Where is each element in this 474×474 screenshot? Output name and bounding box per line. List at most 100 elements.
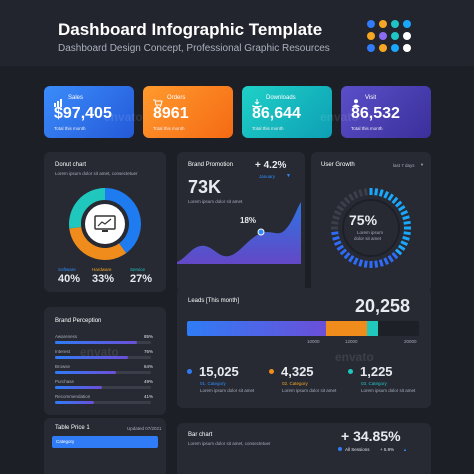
progress-tick <box>402 215 410 221</box>
progress-tick <box>331 220 339 225</box>
stat-label: Downloads <box>266 95 296 101</box>
brand-row-track <box>55 386 151 389</box>
brand-title: Brand Perception <box>55 318 102 324</box>
promotion-card: Brand Promotion + 4.2% January ▼ 73K Lor… <box>177 152 305 292</box>
progress-tick <box>378 259 384 267</box>
stat-card-orders[interactable]: Orders 8961 Total this month <box>143 86 233 138</box>
donut-percent-hardware: 33% <box>92 273 115 285</box>
donut-slice-service[interactable] <box>69 188 106 229</box>
progress-tick <box>336 205 345 212</box>
progress-tick <box>358 259 364 267</box>
donut-chart <box>69 188 141 260</box>
legend-dot <box>187 369 192 374</box>
leads-item-desc: Lorem ipsum dolor sit amet <box>282 388 337 393</box>
caret-down-icon: ▼ <box>420 162 424 167</box>
donut-percent-service: 27% <box>130 273 153 285</box>
stat-label: Visit <box>365 95 377 101</box>
donut-slice-software[interactable] <box>104 188 141 254</box>
brand-row-fill <box>55 356 128 359</box>
logo-dot <box>367 20 375 28</box>
stat-value: 8961 <box>153 105 189 122</box>
brand-row-fill <box>55 386 103 389</box>
area-marker <box>257 228 265 236</box>
progress-tick <box>363 260 368 268</box>
progress-tick <box>332 215 340 221</box>
watermark: envato <box>335 350 374 364</box>
logo-dot <box>391 20 399 28</box>
stat-card-sales[interactable]: Sales $97,405 Total this month <box>44 86 134 138</box>
progress-tick <box>353 190 359 199</box>
promotion-period: January <box>259 174 276 179</box>
leads-title: Leads [This month] <box>188 298 240 304</box>
stat-value: 86,532 <box>351 105 400 122</box>
logo-dot <box>367 32 375 40</box>
progress-tick <box>391 251 399 260</box>
table-header: Category <box>52 436 158 448</box>
leads-item-value: 4,325 <box>281 364 314 379</box>
logo-dot <box>379 44 387 52</box>
progress-tick <box>383 257 389 266</box>
brand-row-value: 49% <box>144 379 154 384</box>
leads-bar-segment <box>187 321 327 336</box>
promotion-value: 73K <box>188 177 222 197</box>
brand-row-value: 76% <box>144 349 154 354</box>
stat-card-downloads[interactable]: Downloads 86,644 Total this month <box>242 86 332 138</box>
brand-row-value: 41% <box>144 394 154 399</box>
logo-dot <box>391 32 399 40</box>
progress-tick <box>374 188 379 196</box>
stat-sub: Total this month <box>351 126 383 131</box>
progress-tick <box>378 189 384 197</box>
donut-slice-hardware[interactable] <box>69 226 127 260</box>
progress-tick <box>333 210 342 216</box>
leads-bar <box>187 321 419 336</box>
logo-dot <box>403 44 411 52</box>
donut-desc: Lorem ipsum dolor sit amet, consectetuer <box>55 171 138 176</box>
logo-dot <box>391 44 399 52</box>
progress-tick <box>403 220 411 225</box>
caret-down-icon: ▼ <box>286 173 291 179</box>
promotion-desc: Lorem ipsum dolor sit amet <box>188 199 243 204</box>
legend-dot <box>269 369 274 374</box>
progress-tick <box>358 189 364 197</box>
progress-tick <box>374 260 379 268</box>
progress-tick <box>348 254 355 263</box>
brand-row-track <box>55 401 151 404</box>
barchart-title: Bar chart <box>188 432 213 438</box>
progress-tick <box>397 244 406 251</box>
page-title: Dashboard Infographic Template <box>58 20 323 39</box>
stat-sub: Total this month <box>54 126 86 131</box>
growth-title: User Growth <box>321 162 355 168</box>
stat-card-visit[interactable]: Visit 86,532 Total this month <box>341 86 431 138</box>
progress-tick <box>333 240 342 246</box>
progress-tick <box>397 205 406 212</box>
logo-dots <box>367 20 411 54</box>
table-column-category: Category <box>56 439 75 444</box>
brand-row-label: Purchase <box>55 379 75 384</box>
leads-bar-segment <box>326 321 367 336</box>
progress-tick <box>402 235 410 241</box>
logo-dot <box>367 44 375 52</box>
brand-row-track <box>55 371 151 374</box>
leads-item-desc: Lorem ipsum dolor sit amet <box>361 388 416 393</box>
progress-tick <box>403 231 411 236</box>
progress-tick <box>343 196 351 205</box>
progress-tick <box>353 257 359 266</box>
brand-row-label: Awareness <box>55 334 78 339</box>
growth-desc-2: dolor sit amet <box>354 236 382 241</box>
brand-row-fill <box>55 401 95 404</box>
barchart-sessions-label: All Sessions <box>345 447 370 452</box>
promotion-change: + 4.2% <box>255 160 287 171</box>
leads-item-value: 1,225 <box>360 364 393 379</box>
leads-item-value: 15,025 <box>199 364 239 379</box>
stat-sub: Total this month <box>252 126 284 131</box>
leads-scale-2: 12000 <box>345 339 358 344</box>
donut-card: Donut chart Lorem ipsum dolor sit amet, … <box>44 152 166 292</box>
leads-item-desc: Lorem ipsum dolor sit amet <box>200 388 255 393</box>
stat-label: Sales <box>68 95 84 101</box>
page-subtitle: Dashboard Design Concept, Professional G… <box>58 43 330 54</box>
brand-row-label: Recommendation <box>55 394 91 399</box>
brand-row-track <box>55 341 151 344</box>
progress-tick <box>332 235 340 241</box>
legend-dot <box>338 447 342 451</box>
stat-value: $97,405 <box>54 105 112 122</box>
